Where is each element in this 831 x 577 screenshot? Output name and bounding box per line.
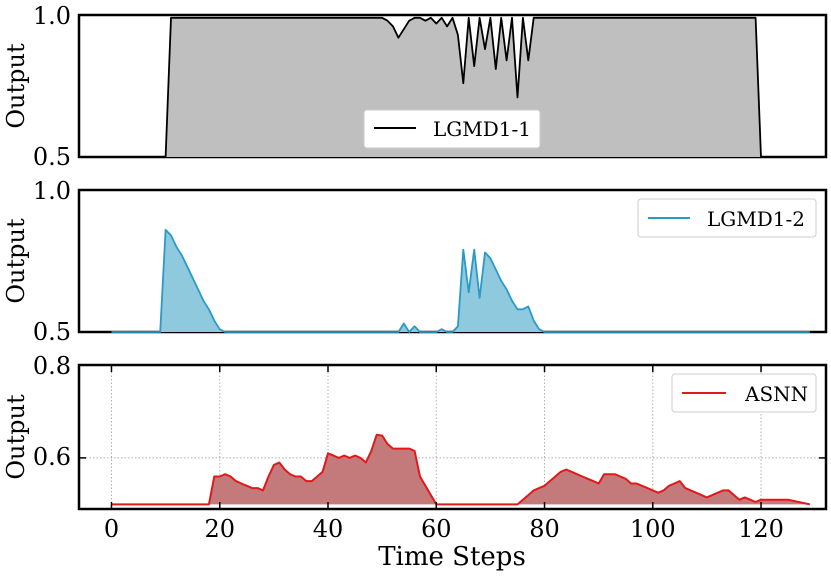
legend-label: LGMD1-2 — [707, 207, 805, 231]
y-axis-label: Output — [2, 218, 30, 304]
area-fill-lgmd1-1 — [111, 17, 810, 157]
x-tick-label: 40 — [313, 515, 344, 543]
legend-box — [363, 109, 541, 149]
panel-lgmd1-2: Output 0.5 1.0 LGMD1-2 — [2, 177, 828, 346]
line-lgmd1-1 — [111, 16, 810, 158]
y-tick-label: 0.5 — [33, 318, 71, 346]
x-tick-label: 0 — [104, 515, 119, 543]
area-fill-asnn — [111, 434, 810, 505]
plot-frame — [77, 363, 828, 511]
y-axis-label: Output — [2, 43, 30, 129]
legend-box — [671, 373, 817, 413]
y-tick-label: 0.6 — [33, 443, 71, 471]
panel-lgmd1-1: Output 0.5 1.0 LGMD1-1 — [2, 2, 828, 171]
x-tick-label: 60 — [421, 515, 452, 543]
line-lgmd1-2 — [111, 228, 810, 333]
y-tick-label: 0.8 — [33, 352, 71, 380]
legend: ASNN — [671, 373, 817, 413]
x-tick-label: 80 — [529, 515, 560, 543]
x-tick-label: 100 — [630, 515, 676, 543]
chart-series — [111, 228, 810, 333]
y-tick-labels: 0.5 1.0 — [33, 2, 71, 171]
y-tick-label: 0.5 — [33, 143, 71, 171]
panel-asnn: Output 0.6 0.8 0 20 40 60 80 100 120 Time Step… — [2, 352, 828, 572]
x-tick-label: 20 — [204, 515, 235, 543]
area-fill-lgmd1-2 — [111, 229, 810, 332]
y-tick-labels: 0.5 1.0 — [33, 177, 71, 346]
x-tick-labels: 0 20 40 60 80 100 120 — [104, 515, 784, 543]
legend-label: ASNN — [744, 382, 808, 406]
x-tick-marks — [110, 365, 762, 509]
y-axis-label: Output — [2, 394, 30, 480]
line-asnn — [111, 433, 811, 506]
chart-series — [111, 433, 811, 506]
y-tick-label: 1.0 — [33, 177, 71, 205]
y-tick-labels: 0.6 0.8 — [33, 352, 71, 471]
y-tick-label: 1.0 — [33, 2, 71, 30]
x-tick-label: 120 — [738, 515, 784, 543]
legend-label: LGMD1-1 — [433, 117, 531, 141]
legend: LGMD1-1 — [363, 109, 541, 149]
legend-box — [637, 198, 817, 238]
chart-series — [111, 16, 810, 158]
x-axis-label: Time Steps — [378, 542, 526, 572]
legend: LGMD1-2 — [637, 198, 817, 238]
